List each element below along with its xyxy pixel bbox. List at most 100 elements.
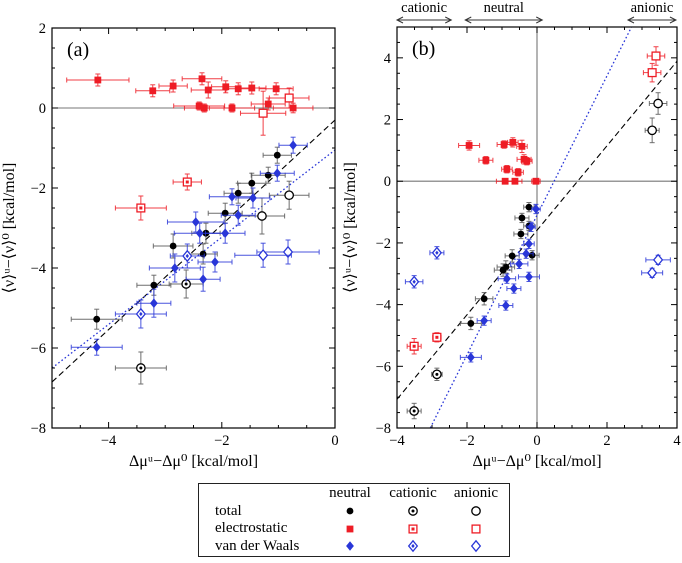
- marker-circle-filled: [518, 214, 526, 222]
- marker-circle-filled: [93, 315, 101, 323]
- marker-diamond-open: [470, 540, 482, 553]
- tick-labels: −4 −2 0 2 0 −2 −4 −6 −8: [31, 21, 339, 449]
- marker-diamond-filled: [195, 228, 204, 238]
- svg-text:0: 0: [39, 101, 46, 117]
- svg-text:−6: −6: [376, 359, 391, 375]
- marker-diamond-filled: [503, 273, 511, 284]
- marker-square-filled: [204, 86, 212, 94]
- legend-marker-total-neutral: [341, 503, 359, 519]
- marker-diamond-open: [282, 245, 294, 259]
- marker-square-filled: [500, 141, 508, 148]
- marker-circle-open: [471, 506, 481, 517]
- marker-square-filled: [149, 87, 157, 95]
- svg-text:−4: −4: [376, 298, 392, 314]
- svg-text:−4: −4: [389, 433, 405, 449]
- fit-line-total-fit: [397, 60, 677, 400]
- chart-panel-a: −4 −2 0 2 0 −2 −4 −6 −8 Δμᵘ−Δμ⁰ [kcal/mol] ⟨ν⟩ᵘ−⟨ν…: [1, 21, 339, 470]
- legend-marker-electrostatic-anionic: [467, 520, 485, 536]
- svg-text:2: 2: [603, 433, 610, 449]
- marker-diamond-open: [652, 253, 664, 267]
- marker-circle-filled: [273, 151, 281, 159]
- marker-diamond-dotcenter: [431, 246, 443, 260]
- svg-text:anionic: anionic: [631, 0, 674, 16]
- marker-square-open: [258, 108, 268, 118]
- legend-row-electrostatic: electrostatic: [215, 520, 288, 537]
- marker-diamond-filled: [466, 352, 475, 363]
- svg-text:0: 0: [331, 433, 338, 449]
- legend-marker-electrostatic-neutral: [341, 520, 359, 536]
- marker-circle-filled: [508, 252, 516, 260]
- y-axis-label: ⟨ν⟩ᵘ−⟨ν⟩⁰ [kcal/mol]: [342, 162, 359, 293]
- marker-square-filled: [503, 165, 511, 173]
- svg-text:4: 4: [384, 51, 392, 67]
- marker-square-filled: [169, 82, 177, 90]
- svg-text:−2: −2: [376, 236, 391, 252]
- marker-diamond-filled: [501, 300, 510, 311]
- legend-marker-electrostatic-cationic: [404, 520, 422, 536]
- svg-text:cationic: cationic: [401, 0, 447, 16]
- marker-square-filled: [514, 168, 522, 176]
- axis-ticks: [51, 27, 336, 429]
- marker-square-filled: [523, 157, 531, 165]
- marker-diamond-filled: [522, 248, 531, 259]
- fit-line-total-fit: [52, 119, 335, 383]
- marker-square-open: [651, 51, 661, 61]
- marker-square-open: [647, 68, 657, 78]
- marker-circle-open: [284, 190, 295, 201]
- series-total-cationic: [406, 367, 443, 420]
- legend-row-van-der-waals: van der Waals: [215, 537, 300, 554]
- legend-marker-vdw-cationic: [404, 538, 422, 554]
- legend-column-anionic: anionic: [453, 485, 499, 502]
- marker-square-filled: [264, 100, 272, 108]
- svg-text:neutral: neutral: [484, 0, 524, 16]
- marker-diamond-filled: [273, 168, 282, 178]
- series-total-anionic: [238, 180, 310, 235]
- series-total-neutral: [70, 146, 292, 330]
- series-vdw-anionic: [641, 253, 671, 280]
- marker-square-filled: [346, 525, 354, 533]
- marker-circle-dotcenter: [136, 363, 146, 373]
- marker-square-filled: [482, 156, 490, 164]
- legend-column-neutral: neutral: [329, 485, 371, 502]
- marker-diamond-filled: [346, 541, 354, 552]
- marker-diamond-filled: [525, 272, 533, 282]
- series-electrostatic-cationic: [114, 173, 202, 221]
- marker-square-filled: [248, 84, 256, 92]
- marker-diamond-filled: [525, 239, 533, 249]
- svg-text:−4: −4: [31, 261, 47, 277]
- series-vdw-neutral: [70, 136, 308, 356]
- marker-square-filled: [289, 104, 297, 112]
- marker-diamond-filled: [289, 140, 298, 150]
- marker-circle-filled: [467, 320, 475, 327]
- legend-marker-total-cationic: [404, 503, 422, 519]
- tick-labels: −4 −2 0 2 4 4 2 0 −2 −4 −6 −8: [376, 51, 682, 449]
- marker-square-dotcenter: [409, 341, 419, 351]
- marker-circle-dotcenter: [408, 506, 418, 517]
- marker-circle-filled: [517, 230, 525, 238]
- svg-text:−8: −8: [31, 421, 46, 437]
- svg-text:4: 4: [673, 433, 681, 449]
- legend-marker-vdw-anionic: [467, 538, 485, 554]
- charge-range-annotation-neutral: neutral: [464, 0, 544, 24]
- svg-text:0: 0: [384, 174, 391, 190]
- svg-text:−2: −2: [459, 433, 474, 449]
- fit-line-vdw-fit: [52, 149, 335, 369]
- marker-diamond-dotcenter: [409, 275, 420, 289]
- marker-circle-dotcenter: [409, 406, 420, 416]
- marker-diamond-filled: [199, 274, 208, 284]
- series-electrostatic-anionic: [239, 87, 310, 136]
- series-electrostatic-cationic: [406, 332, 442, 355]
- legend-marker-vdw-neutral: [341, 538, 359, 554]
- marker-square-filled: [195, 102, 203, 110]
- marker-diamond-filled: [228, 192, 236, 202]
- svg-text:2: 2: [39, 21, 46, 37]
- marker-square-dotcenter: [136, 203, 146, 213]
- marker-diamond-dotcenter: [135, 307, 147, 321]
- marker-square-filled: [465, 142, 473, 149]
- panel-tag: (a): [67, 39, 89, 61]
- svg-text:−2: −2: [214, 433, 229, 449]
- marker-square-dotcenter: [408, 524, 418, 534]
- marker-square-filled: [532, 177, 540, 185]
- marker-square-filled: [234, 85, 242, 93]
- series-vdw-neutral: [459, 203, 541, 363]
